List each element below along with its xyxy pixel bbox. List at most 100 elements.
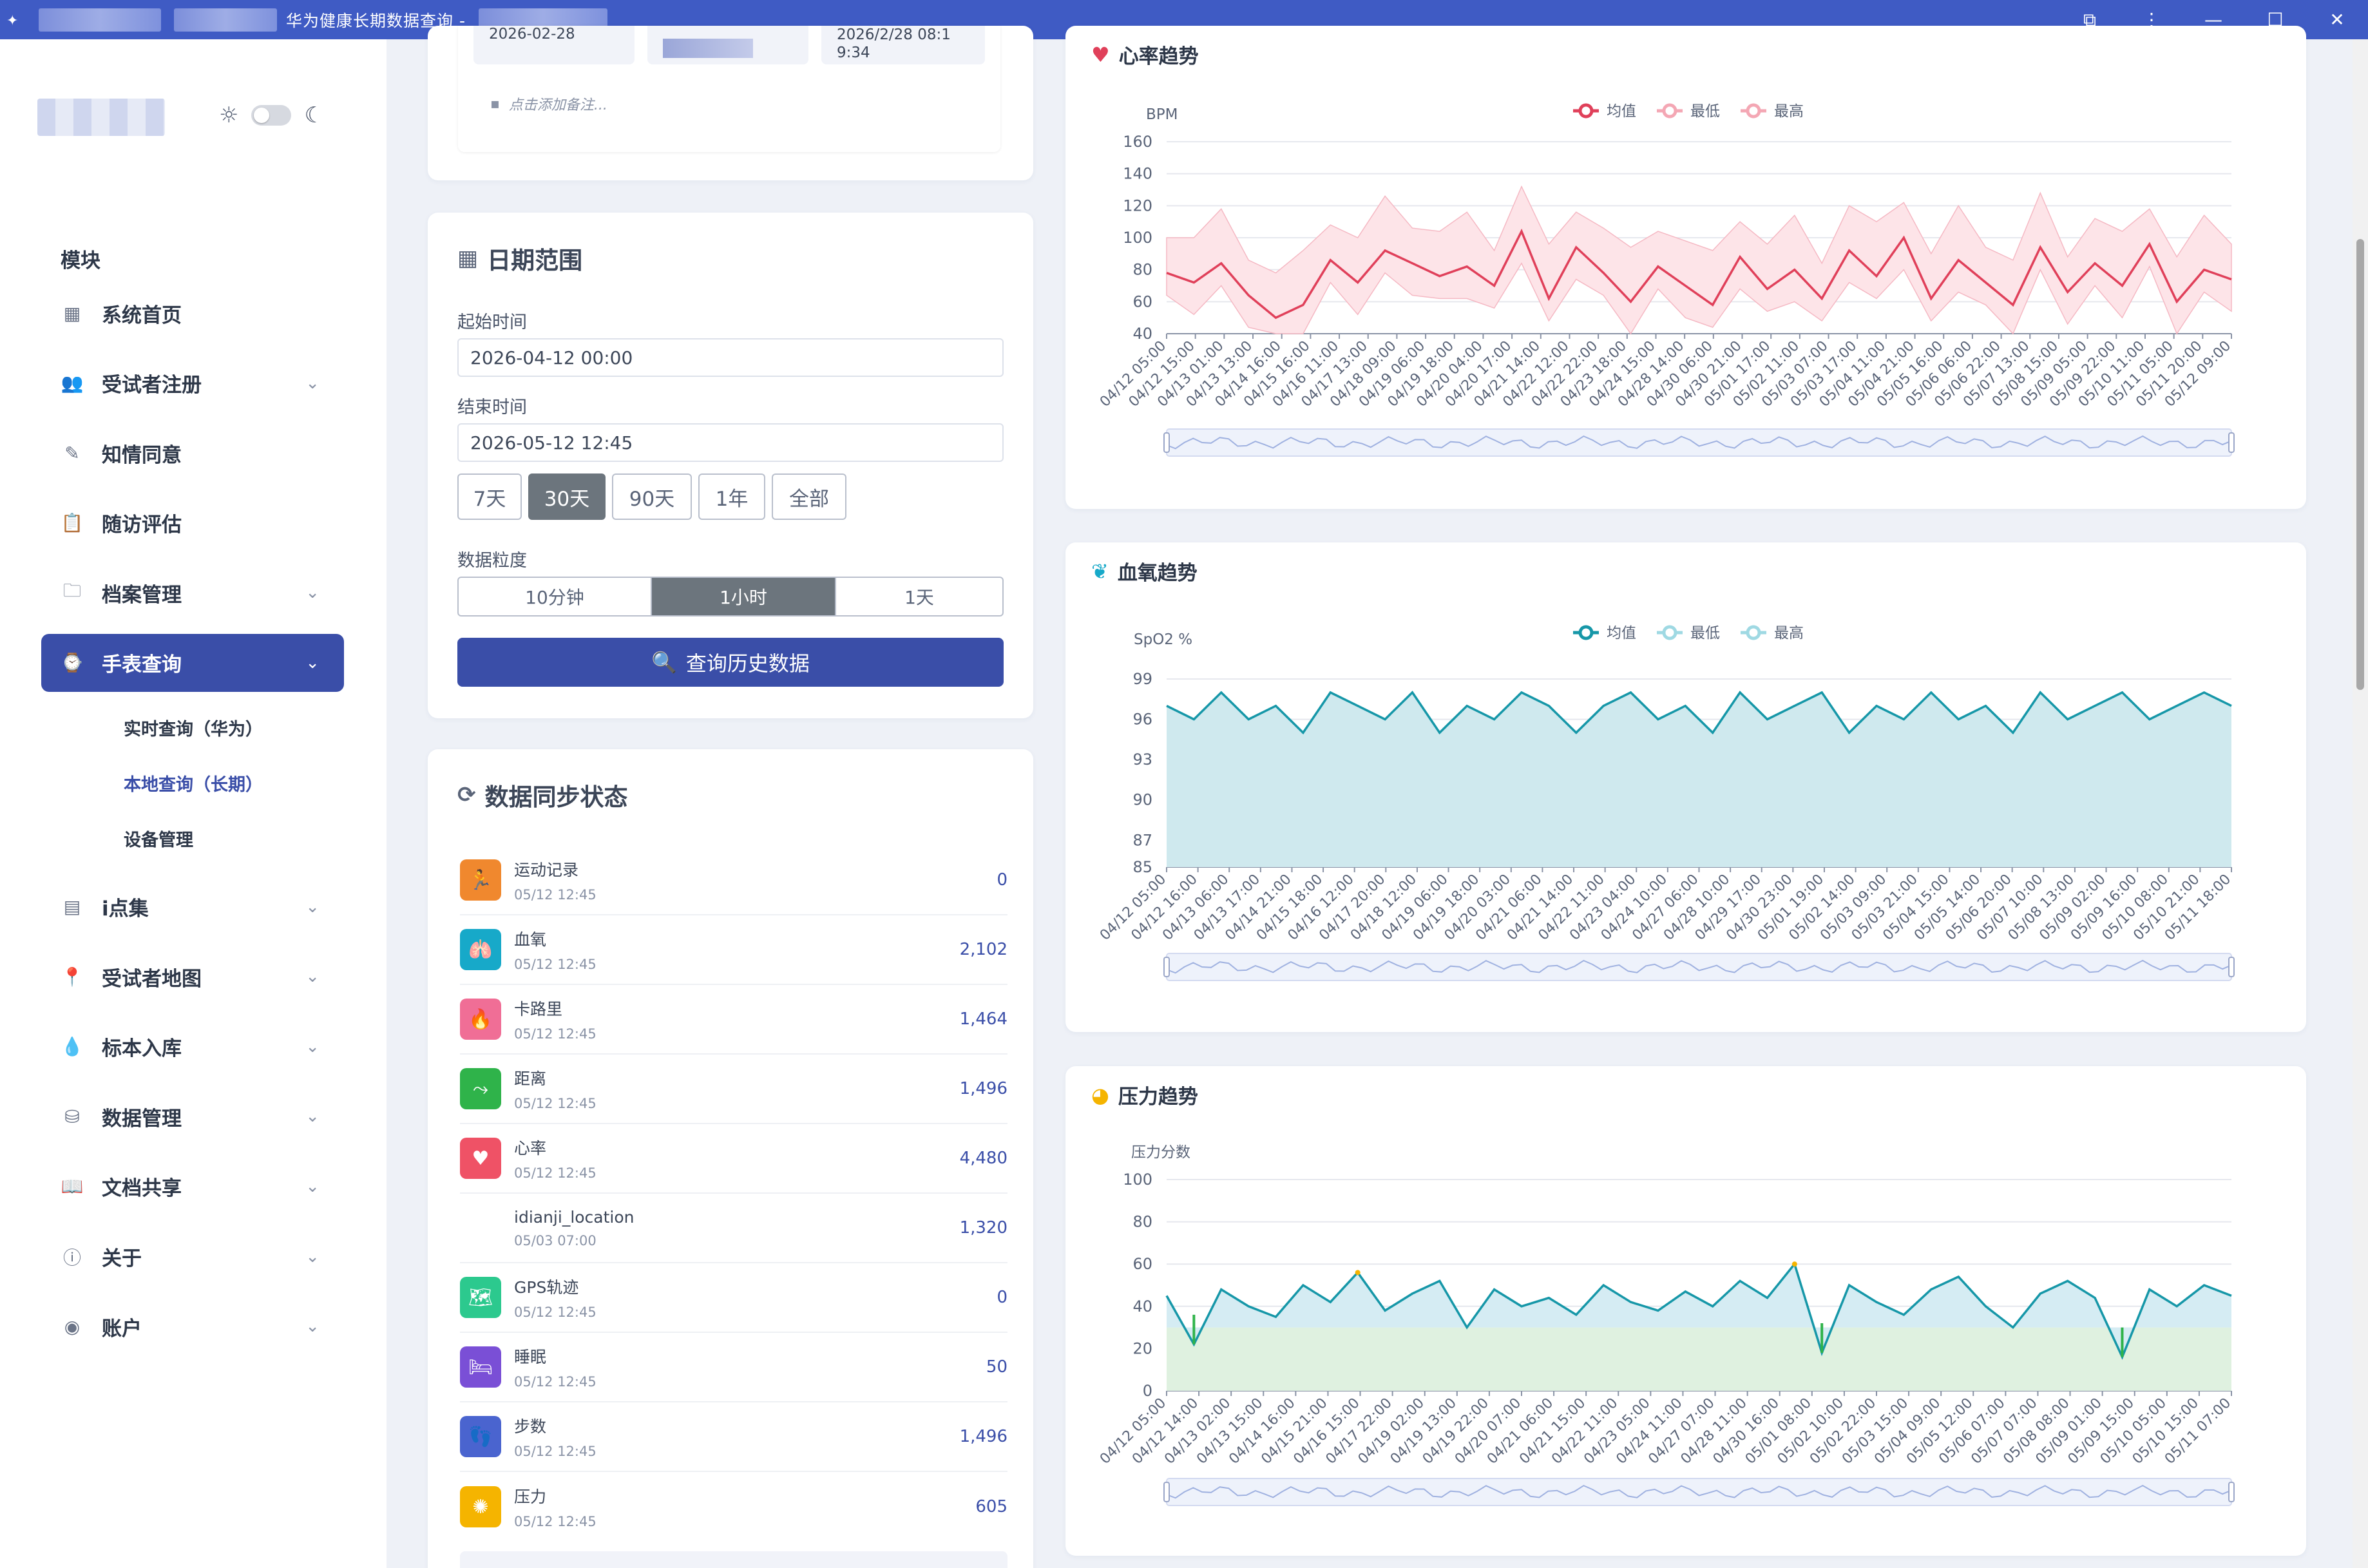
heart-rate-title-text: 心率趋势 (1118, 45, 1199, 68)
menu-heading: 模块 (61, 249, 100, 272)
sidebar-item-4[interactable]: 🗀 档案管理 ⌄ (41, 564, 344, 622)
sidebar-item-5[interactable]: ⌚ 手表查询 ⌄ (41, 633, 344, 692)
sidebar-item-3[interactable]: 📋 随访评估 (41, 494, 344, 552)
blurred-title-segment (174, 8, 277, 32)
sidebar-item-label: 受试者注册 (102, 374, 202, 397)
route-icon: ⤳ (460, 1068, 501, 1109)
sync-name: idianji_location (514, 1207, 635, 1227)
sidebar-item-10[interactable]: 📖 文档共享 ⌄ (41, 1158, 344, 1216)
spo2-title-text: 血氧趋势 (1117, 562, 1198, 585)
y-tick-label: 100 (1123, 1171, 1152, 1189)
heart-rate-title: ♥ 心率趋势 (1091, 40, 1199, 69)
sidebar-item-6[interactable]: ▤ i点集 ⌄ (41, 878, 344, 936)
granularity-label: 数据粒度 (457, 551, 527, 571)
sidebar-item-11[interactable]: ⓘ 关于 ⌄ (41, 1228, 344, 1286)
steps-icon: 👣 (460, 1416, 501, 1457)
sync-count: 50 (986, 1357, 1007, 1377)
low-zone-fill (1167, 1327, 2231, 1391)
area-fill (1167, 1264, 2231, 1357)
chevron-down-icon: ⌄ (305, 653, 320, 673)
database-icon: ⛁ (64, 1105, 80, 1127)
quick-range-button[interactable]: 1年 (698, 473, 765, 520)
sidebar-item-label: 账户 (102, 1317, 142, 1341)
submenu-item[interactable]: 本地查询（长期） (124, 775, 263, 796)
legend-marker (1746, 625, 1761, 640)
sync-time: 05/12 12:45 (514, 1026, 597, 1042)
high-stress-point (1791, 1261, 1797, 1267)
sync-row: 👣 步数 05/12 12:45 1,496 (460, 1402, 1007, 1472)
theme-toggle[interactable]: ☼ ☾ (219, 102, 324, 128)
brain-icon: ◕ (1091, 1082, 1109, 1107)
sidebar-item-2[interactable]: ✎ 知情同意 (41, 424, 344, 482)
lungs-icon: ❦ (1091, 559, 1109, 584)
sync-list: 🏃 运动记录 05/12 12:45 0 🫁 血氧 05/12 12:45 2,102 🔥 卡路里… (460, 846, 1007, 1542)
watch-submenu: 实时查询（华为） 本地查询（长期） 设备管理 (41, 700, 344, 866)
sync-name: 卡路里 (514, 1000, 563, 1018)
chevron-down-icon: ⌄ (305, 897, 320, 917)
granularity-option[interactable]: 1小时 (652, 578, 836, 615)
scrollbar-thumb[interactable] (2356, 239, 2364, 690)
blurred-box (647, 26, 808, 64)
map-pin-icon: 📍 (61, 966, 84, 988)
sidebar-item-12[interactable]: ◉ 账户 ⌄ (41, 1297, 344, 1355)
sync-name: 心率 (514, 1139, 547, 1158)
sync-status-card: ⟳ 数据同步状态 🏃 运动记录 05/12 12:45 0 🫁 血氧 05/12 12:45… (428, 749, 1033, 1568)
sync-count: 1,320 (959, 1218, 1007, 1238)
sync-time: 05/03 07:00 (514, 1232, 597, 1248)
sidebar: ☼ ☾ 模块 ▦ 系统首页 👥 受试者注册 ⌄ ✎ 知情同意 📋 随访评估 🗀 档案管理 ⌄ ⌚ 手表查询… (0, 39, 387, 1568)
theme-switch[interactable] (251, 105, 292, 126)
date-box: 2026-02-28 (473, 26, 635, 64)
quick-range-button[interactable]: 90天 (612, 473, 692, 520)
search-icon: 🔍 (651, 650, 677, 674)
sidebar-item-9[interactable]: ⛁ 数据管理 ⌄ (41, 1087, 344, 1145)
start-time-input[interactable]: 2026-04-12 00:00 (457, 338, 1004, 377)
sync-name: 距离 (514, 1069, 547, 1088)
sidebar-item-8[interactable]: 💧 标本入库 ⌄ (41, 1018, 344, 1076)
legend-marker (1662, 625, 1677, 640)
submenu-item[interactable]: 实时查询（华为） (124, 720, 263, 740)
granularity-option[interactable]: 10分钟 (459, 578, 652, 615)
run-icon: 🏃 (460, 859, 501, 901)
granularity-selector: 10分钟 1小时 1天 (457, 577, 1004, 617)
sidebar-item-label: i点集 (102, 897, 149, 921)
granularity-option[interactable]: 1天 (904, 587, 934, 608)
submenu-item[interactable]: 设备管理 (124, 830, 193, 851)
legend-label: 最高 (1774, 625, 1804, 642)
sync-count: 605 (975, 1497, 1007, 1516)
quick-range-button[interactable]: 7天 (457, 473, 522, 520)
legend-label: 最高 (1774, 103, 1804, 120)
timestamp-box: 2026/2/28 08:1 9:34 (821, 26, 985, 64)
chevron-down-icon: ⌄ (305, 967, 320, 987)
zoom-preview-line (1166, 1484, 2232, 1499)
extensions-icon[interactable]: ⧉ (2083, 8, 2096, 30)
sync-time: 05/12 12:45 (514, 1165, 597, 1181)
sync-time: 05/12 12:45 (514, 1374, 597, 1390)
area-fill (1167, 692, 2231, 867)
sidebar-item-0[interactable]: ▦ 系统首页 (41, 284, 344, 342)
add-note[interactable]: ▪ 点击添加备注... (490, 93, 607, 114)
y-tick-label: 80 (1132, 1213, 1152, 1231)
record-entry: 2026-02-28 2026/2/28 08:1 9:34 ▪ 点击添加备注.… (458, 26, 1000, 152)
mean-line (1166, 691, 2232, 735)
legend-label: 最低 (1690, 625, 1720, 642)
quick-range-button[interactable]: 全部 (772, 473, 846, 520)
close-button[interactable]: ✕ (2329, 9, 2345, 30)
quick-range-button[interactable]: 30天 (528, 473, 606, 520)
flame-icon: 🔥 (460, 999, 501, 1040)
page-scrollbar[interactable] (2353, 39, 2368, 1568)
sidebar-item-label: 受试者地图 (102, 967, 202, 991)
y-tick-label: 60 (1132, 292, 1152, 311)
legend-marker (1578, 103, 1594, 119)
sync-row: 🏃 运动记录 05/12 12:45 0 (460, 846, 1007, 915)
bed-icon: 🛏 (460, 1346, 501, 1388)
query-history-button[interactable]: 🔍 查询历史数据 (457, 638, 1004, 687)
sidebar-item-1[interactable]: 👥 受试者注册 ⌄ (41, 354, 344, 412)
y-tick-label: 20 (1132, 1339, 1152, 1357)
end-time-input[interactable]: 2026-05-12 12:45 (457, 423, 1004, 462)
sync-name: 步数 (514, 1417, 547, 1436)
users-icon: 👥 (61, 372, 84, 394)
y-tick-label: 0 (1143, 1382, 1152, 1400)
sync-count: 1,464 (959, 1009, 1007, 1029)
sidebar-item-7[interactable]: 📍 受试者地图 ⌄ (41, 948, 344, 1006)
folder-icon: 🗀 (62, 580, 81, 602)
